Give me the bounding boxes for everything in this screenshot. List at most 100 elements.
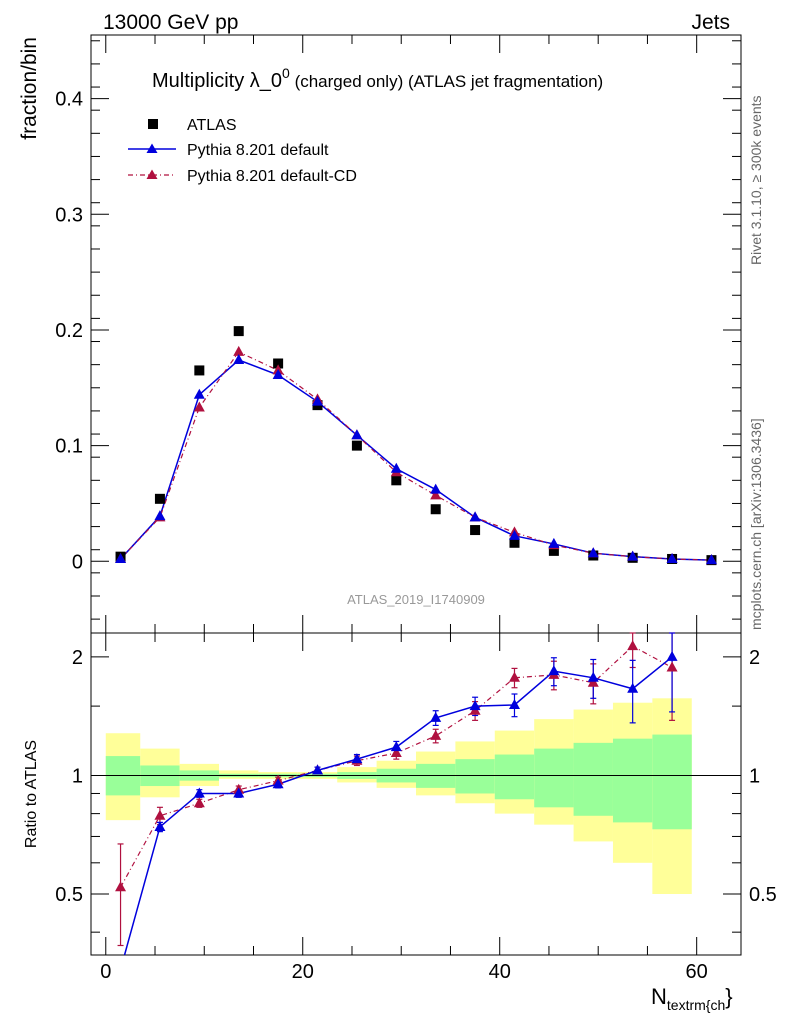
series-line-cd [120,351,712,561]
ratio-panel-frame [90,632,742,956]
default-point [508,529,520,540]
x-tick-label: 0 [100,961,111,983]
energy-label: 13000 GeV pp [103,11,238,34]
default-point [312,395,324,406]
default-ratio-point [390,741,402,752]
default-ratio-point [312,764,324,775]
cd-ratio-point [666,661,678,672]
legend-default-label: Pythia 8.201 default [187,142,329,159]
legend-cd-label: Pythia 8.201 default-CD [187,168,357,185]
process-label: Jets [691,11,730,34]
ratio-y-tick-label-right: 1 [749,765,760,787]
atlas-point [273,358,284,369]
x-axis-label-close: } [725,984,732,1009]
default-point [587,547,599,558]
default-ratio-point [193,787,205,798]
band-inner [573,742,613,816]
ratio-series [115,632,678,956]
y-tick-label: 0.1 [55,436,83,458]
x-axis-label: Ntextrm{ch} [651,984,733,1013]
y-tick-label: 0 [72,551,83,573]
default-ratio-point [430,711,442,722]
ratio-axis-ticks: 0.5 0.51 12 20 20 40 60 [55,633,777,983]
legend: ATLAS Pythia 8.201 default Pythia 8.201 … [128,117,357,185]
cd-ratio-point [154,809,166,820]
x-axis-label-main: N [651,984,667,1009]
band-inner [652,734,692,830]
plot-title-superscript: 0 [282,65,290,81]
band-inner [612,738,653,823]
main-series [115,326,717,566]
band-inner [455,759,495,794]
ratio-y-tick-label: 1 [72,765,83,787]
y-tick-label: 0.4 [55,89,83,111]
cd-ratio-point [193,797,205,808]
band-inner [494,754,535,800]
plot-title-main: Multiplicity λ_0 [152,70,282,92]
mcplots-label: mcplots.cern.ch [arXiv:1306.3436] [748,418,764,630]
y-axis-label-ratio: Ratio to ATLAS [23,740,40,848]
default-ratio-point [508,698,520,709]
atlas-point [391,475,402,486]
rivet-label: Rivet 3.1.10, ≥ 300k events [748,95,764,265]
x-axis-label-subscript: textrm{ch [667,997,725,1013]
default-point [115,552,127,563]
cd-point [193,401,205,412]
default-point [705,554,717,565]
x-tick-label: 40 [489,961,511,983]
default-ratio-point [233,787,245,798]
atlas-point [548,545,559,556]
band-inner [534,748,574,808]
default-point [193,388,205,399]
default-point [548,537,560,548]
cd-ratio-point [390,747,402,758]
atlas-point [154,493,165,504]
y-tick-label: 0.2 [55,320,83,342]
legend-default-marker [146,143,158,153]
legend-atlas-marker [148,119,158,129]
ratio-y-tick-label: 0.5 [55,884,83,906]
legend-cd-marker [146,169,158,179]
analysis-watermark: ATLAS_2019_I1740909 [347,592,485,607]
cd-point [430,489,442,500]
cd-ratio-point [508,671,520,682]
default-point [351,429,363,440]
default-ratio-point [351,753,363,764]
default-point [469,511,481,522]
ratio-y-tick-label-right: 0.5 [749,884,777,906]
default-point [272,369,284,380]
atlas-point [470,525,481,536]
plot-title: Multiplicity λ_00 (charged only) (ATLAS … [152,65,603,92]
default-point [233,354,245,365]
atlas-point [194,365,205,376]
uncertainty-bands [105,698,692,894]
y-axis-label-main: fraction/bin [18,37,41,140]
x-tick-label: 60 [686,961,708,983]
default-ratio-point [469,700,481,711]
legend-atlas-label: ATLAS [187,117,237,134]
default-ratio-point [666,650,678,661]
plot-title-suffix: (charged only) (ATLAS jet fragmentation) [290,72,603,91]
default-point [390,462,402,473]
default-ratio-point [154,820,166,831]
default-point [666,552,678,563]
default-ratio-point [272,778,284,789]
default-ratio-point [627,682,639,693]
atlas-point [509,537,520,548]
default-ratio-point [587,671,599,682]
ratio-y-tick-label-right: 2 [749,647,760,669]
atlas-point [233,326,244,337]
cd-ratio-point [115,881,127,892]
default-point [154,510,166,521]
main-axis-ticks: 0 0.1 0.2 0.3 0.4 [55,35,741,633]
cd-ratio-point [430,729,442,740]
atlas-point [430,504,441,515]
x-tick-label: 20 [292,961,314,983]
cd-point [233,345,245,356]
ratio-y-tick-label: 2 [72,647,83,669]
atlas-point [351,440,362,451]
default-ratio-point [548,665,560,676]
default-point [430,483,442,494]
default-point [627,550,639,561]
